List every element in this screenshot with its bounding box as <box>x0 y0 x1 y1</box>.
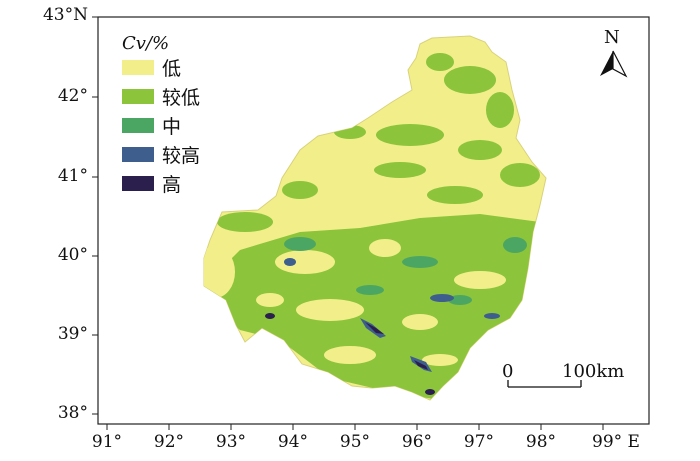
lon-label-91: 91° <box>91 432 123 452</box>
north-arrow-icon <box>600 50 628 78</box>
north-label: N <box>604 27 620 48</box>
scale-label-end: 100km <box>562 361 625 382</box>
zone-high <box>265 313 435 395</box>
legend-item-moderate: 中 <box>122 114 182 138</box>
lat-label-42: 42° <box>57 86 88 106</box>
lon-label-96: 96° <box>401 432 433 452</box>
lon-label-98: 98° <box>525 432 557 452</box>
lon-label-93: 93° <box>215 432 247 452</box>
legend-swatch-low <box>122 59 154 75</box>
legend-label-higher: 较高 <box>162 144 201 167</box>
lat-label-43: 43°N <box>42 5 88 25</box>
legend-title: Cv/% <box>122 33 170 54</box>
legend-label-moderate: 中 <box>162 115 182 138</box>
legend-item-low: 低 <box>122 56 182 80</box>
lat-label-41: 41° <box>57 166 88 186</box>
legend-swatch-moderate <box>122 117 154 133</box>
legend-item-higher: 较高 <box>122 143 201 167</box>
scale-bar <box>507 380 582 388</box>
legend-item-lower: 较低 <box>122 85 201 109</box>
legend-label-high: 高 <box>162 173 182 196</box>
lon-label-95: 95° <box>339 432 371 452</box>
lon-label-92: 92° <box>153 432 185 452</box>
tick-marks <box>92 16 604 430</box>
zone-moderate <box>284 237 527 305</box>
zone-low-patches <box>204 239 506 366</box>
lon-label-97: 97° <box>463 432 495 452</box>
lon-label-94: 94° <box>277 432 309 452</box>
lon-label-99: 99° E <box>592 432 640 452</box>
zone-lower <box>204 53 545 400</box>
map-frame <box>97 16 650 425</box>
legend-swatch-high <box>122 175 154 191</box>
lat-label-38: 38° <box>57 403 88 423</box>
legend-label-low: 低 <box>162 57 182 80</box>
cv-classes <box>204 53 545 400</box>
legend-swatch-higher <box>122 146 154 162</box>
legend-swatch-lower <box>122 88 154 104</box>
legend-label-lower: 较低 <box>162 86 201 109</box>
scale-label-start: 0 <box>502 361 514 382</box>
legend-item-high: 高 <box>122 172 182 196</box>
lat-label-39: 39° <box>57 324 88 344</box>
lat-label-40: 40° <box>57 245 88 265</box>
